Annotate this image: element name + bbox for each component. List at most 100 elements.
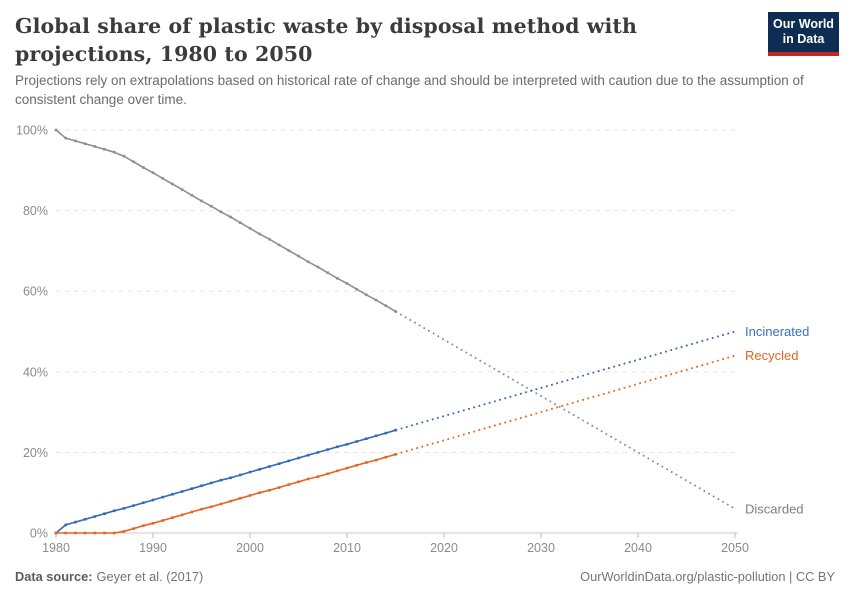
series-incinerated-point [384, 431, 388, 435]
series-recycled-point [306, 477, 310, 481]
series-recycled-point [219, 502, 223, 506]
series-incinerated-point [83, 518, 87, 521]
series-discarded-point [180, 188, 184, 191]
series-discarded-point [219, 210, 223, 214]
series-recycled-point [122, 530, 126, 533]
y-axis-tick-label: 80% [23, 204, 48, 218]
series-label-incinerated[interactable]: Incinerated [745, 324, 809, 339]
series-recycled-point [326, 472, 329, 476]
series-recycled-point [132, 527, 135, 530]
series-recycled-point [112, 531, 116, 535]
data-source: Data source: Geyer et al. (2017) [15, 569, 203, 584]
series-incinerated-point [209, 481, 213, 485]
series-discarded-point [151, 171, 155, 174]
series-incinerated-point [365, 437, 368, 440]
series-recycled-point [345, 466, 349, 470]
series-recycled-point [209, 505, 213, 509]
series-discarded-point [54, 128, 58, 132]
series-recycled-point [384, 455, 388, 459]
series-recycled-point [297, 480, 300, 484]
series-discarded-point [112, 150, 116, 154]
series-incinerated-point [336, 445, 339, 449]
series-label-discarded[interactable]: Discarded [745, 501, 804, 516]
series-incinerated-point [171, 493, 174, 496]
series-recycled-point [103, 531, 106, 535]
series-discarded-point [248, 227, 252, 230]
series-recycled-line[interactable] [56, 453, 396, 534]
series-incinerated-point [112, 509, 116, 513]
series-incinerated-point [190, 487, 194, 490]
series-recycled-point [190, 510, 194, 514]
series-discarded-point [277, 243, 281, 247]
series-recycled-point [74, 531, 77, 535]
series-recycled-point [54, 531, 58, 535]
series-recycled-point [151, 522, 155, 525]
series-discarded-point [287, 249, 291, 252]
series-discarded-projection-line[interactable] [395, 310, 736, 510]
series-recycled-point [93, 531, 97, 535]
series-recycled-point [180, 513, 184, 517]
data-source-value: Geyer et al. (2017) [96, 569, 204, 584]
series-discarded-point [326, 271, 329, 274]
license-link[interactable]: OurWorldinData.org/plastic-pollution | C… [580, 569, 835, 584]
series-incinerated-point [180, 490, 184, 493]
series-discarded-point [306, 260, 310, 264]
series-discarded-point [365, 293, 368, 297]
series-discarded-point [297, 254, 300, 258]
series-incinerated-point [122, 507, 126, 510]
series-recycled-point [200, 507, 203, 511]
series-incinerated-point [161, 495, 164, 499]
owid-logo-line1: Our World [773, 17, 834, 31]
series-discarded-point [258, 232, 261, 236]
series-discarded-point [345, 282, 349, 285]
series-incinerated-point [268, 465, 271, 468]
series-incinerated-point [103, 512, 106, 515]
series-discarded-point [209, 204, 213, 208]
owid-logo-line2: in Data [782, 32, 825, 46]
y-axis-tick-label: 0% [30, 527, 48, 541]
series-discarded-point [74, 139, 77, 143]
series-recycled-point [229, 499, 232, 503]
series-discarded-point [229, 215, 232, 219]
series-discarded-point [384, 304, 388, 307]
series-discarded-point [122, 154, 126, 158]
series-incinerated-point [132, 504, 135, 507]
series-recycled-point [374, 458, 378, 462]
series-label-recycled[interactable]: Recycled [745, 348, 798, 363]
series-recycled-point [336, 469, 339, 473]
series-discarded-line[interactable] [55, 129, 396, 313]
x-axis-tick-label: 2050 [721, 541, 749, 555]
series-incinerated-line[interactable] [55, 429, 396, 534]
series-incinerated-point [287, 459, 291, 463]
series-incinerated-projection-line[interactable] [395, 330, 736, 432]
series-incinerated-point [326, 448, 329, 451]
series-incinerated-point [219, 478, 223, 482]
series-recycled-point [142, 524, 145, 527]
series-discarded-point [103, 148, 106, 151]
series-incinerated-point [345, 443, 349, 446]
y-axis-tick-label: 60% [23, 285, 48, 299]
owid-logo[interactable]: Our World in Data [768, 12, 839, 56]
series-recycled-projection-line[interactable] [395, 354, 736, 456]
series-discarded-point [132, 160, 135, 164]
series-recycled-point [277, 486, 281, 489]
series-recycled-point [161, 519, 164, 522]
series-recycled-point [239, 497, 242, 500]
series-recycled-point [171, 516, 174, 519]
series-recycled-point [268, 489, 271, 492]
series-discarded-point [83, 142, 87, 145]
x-axis-tick-label: 2040 [624, 541, 652, 555]
chart-subtitle: Projections rely on extrapolations based… [15, 73, 804, 108]
series-recycled-point [248, 494, 252, 497]
series-incinerated-point [239, 473, 242, 477]
x-axis-tick-label: 2020 [430, 541, 458, 555]
series-incinerated-point [142, 501, 145, 505]
series-incinerated-point [200, 484, 203, 488]
series-incinerated-point [258, 468, 261, 471]
series-recycled-point [258, 491, 261, 494]
y-axis-tick-label: 100% [16, 124, 48, 138]
x-axis-tick-label: 2000 [236, 541, 264, 555]
chart-title: Global share of plastic waste by disposa… [15, 14, 637, 66]
series-recycled-point [394, 453, 397, 456]
